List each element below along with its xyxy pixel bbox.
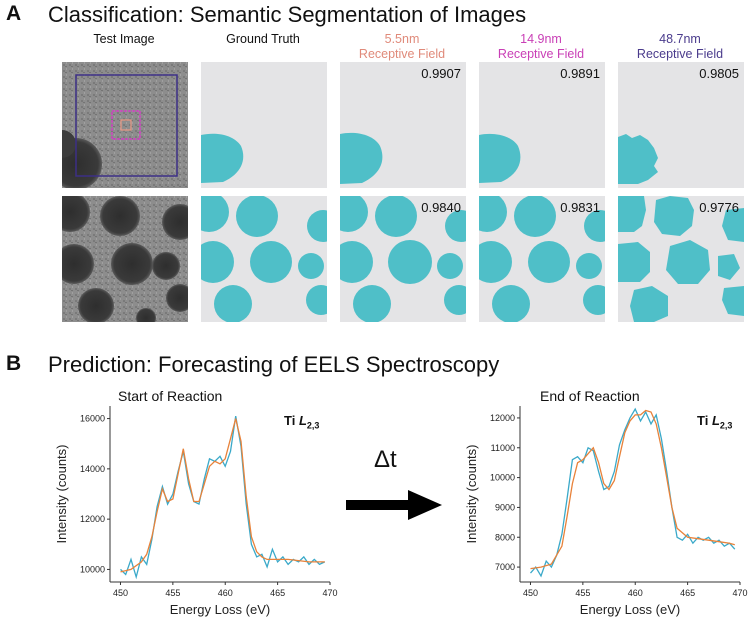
ti-edge-label-start: Ti L2,3 [284, 413, 319, 431]
y-tick-label: 12000 [490, 413, 515, 423]
delta-t-label: Δt [374, 446, 397, 473]
column-header-ground-truth: Ground Truth [199, 32, 327, 47]
column-header-rf-5-5nm: 5.5nm Receptive Field [338, 32, 466, 62]
eels-chart-start: 450 455 460 465 470 10000 12000 14000 16000 Energ… [54, 406, 338, 617]
prediction-mask-row2-rf2: 0.9831 [479, 196, 605, 322]
panel-a-title: Classification: Semantic Segmentation of… [48, 2, 527, 27]
predicted-spectrum-line [530, 409, 735, 570]
column-header-line1: 14.9nm [520, 32, 562, 46]
column-header-line2: Ground Truth [226, 32, 300, 46]
score-row1-rf3: 0.9805 [699, 66, 739, 81]
column-header-line1: 48.7nm [659, 32, 701, 46]
x-tick-label: 470 [732, 588, 747, 598]
segmentation-mask [479, 196, 605, 322]
score-row2-rf3: 0.9776 [699, 200, 739, 215]
score-row1-rf2: 0.9891 [560, 66, 600, 81]
prediction-mask-row1-rf2: 0.9891 [479, 62, 605, 188]
y-tick-label: 12000 [80, 514, 105, 524]
y-tick-label: 9000 [495, 502, 515, 512]
tem-image-graphic [62, 62, 188, 188]
y-tick-label: 11000 [491, 443, 515, 453]
x-tick-label: 450 [113, 588, 128, 598]
y-tick-label: 8000 [495, 532, 515, 542]
column-header-rf-14-9nm: 14.9nm Receptive Field [477, 32, 605, 62]
x-tick-label: 450 [523, 588, 538, 598]
element-symbol: Ti [697, 413, 709, 428]
prediction-mask-row2-rf3: 0.9776 [618, 196, 744, 322]
measured-spectrum-line [530, 407, 736, 578]
ground-truth-mask-row2 [201, 196, 327, 322]
y-tick-label: 10000 [490, 473, 515, 483]
panel-b-title: Prediction: Forecasting of EELS Spectros… [48, 352, 500, 377]
column-header-line2: Receptive Field [636, 47, 724, 61]
chart-title-end: End of Reaction [540, 388, 640, 404]
score-row2-rf1: 0.9840 [421, 200, 461, 215]
segmentation-mask [340, 196, 466, 322]
y-tick-label: 14000 [80, 464, 105, 474]
chart-title-start: Start of Reaction [118, 388, 223, 404]
measured-spectrum-line [120, 415, 326, 580]
tem-test-image-row2 [62, 196, 188, 322]
predicted-spectrum-line [120, 418, 325, 573]
column-header-line1: 5.5nm [384, 32, 420, 46]
edge-symbol: L [711, 413, 720, 428]
right-arrow-icon [346, 490, 442, 520]
ti-edge-label-end: Ti L2,3 [697, 413, 732, 431]
segmentation-mask [201, 133, 244, 183]
segmentation-mask [340, 132, 383, 184]
edge-symbol: L [298, 413, 307, 428]
column-header-rf-48-7nm: 48.7nm Receptive Field [616, 32, 744, 62]
column-header-line2: Receptive Field [497, 47, 585, 61]
x-axis-label: Energy Loss (eV) [580, 602, 680, 617]
score-row2-rf2: 0.9831 [560, 200, 600, 215]
x-tick-label: 465 [270, 588, 285, 598]
element-symbol: Ti [284, 413, 296, 428]
tem-test-image-row1 [62, 62, 188, 188]
edge-subscript: 2,3 [719, 420, 733, 431]
prediction-mask-row1-rf3: 0.9805 [618, 62, 744, 188]
segmentation-mask [201, 196, 327, 322]
column-header-test-image: Test Image [60, 32, 188, 47]
column-header-line2: Receptive Field [358, 47, 446, 61]
x-tick-label: 460 [628, 588, 643, 598]
segmentation-mask [618, 134, 658, 184]
prediction-mask-row2-rf1: 0.9840 [340, 196, 466, 322]
x-tick-label: 460 [218, 588, 233, 598]
panel-b-letter: B [6, 352, 22, 375]
x-tick-label: 470 [322, 588, 337, 598]
y-tick-label: 10000 [80, 564, 105, 574]
y-axis-label: Intensity (counts) [464, 445, 479, 544]
y-axis-label: Intensity (counts) [54, 445, 69, 544]
column-header-line2: Test Image [93, 32, 155, 46]
x-tick-label: 455 [165, 588, 180, 598]
ground-truth-mask-row1 [201, 62, 327, 188]
segmentation-mask [479, 133, 521, 183]
tem-image-graphic [62, 196, 188, 322]
panel-a-letter: A [6, 2, 22, 25]
x-tick-label: 455 [575, 588, 590, 598]
segmentation-mask [618, 196, 744, 322]
prediction-mask-row1-rf1: 0.9907 [340, 62, 466, 188]
x-tick-label: 465 [680, 588, 695, 598]
edge-subscript: 2,3 [306, 420, 320, 431]
y-tick-label: 16000 [80, 414, 105, 424]
eels-chart-end: 450 455 460 465 470 7000 8000 9000 10000 11000 120… [464, 406, 748, 617]
score-row1-rf1: 0.9907 [421, 66, 461, 81]
y-tick-label: 7000 [495, 562, 515, 572]
x-axis-label: Energy Loss (eV) [170, 602, 270, 617]
